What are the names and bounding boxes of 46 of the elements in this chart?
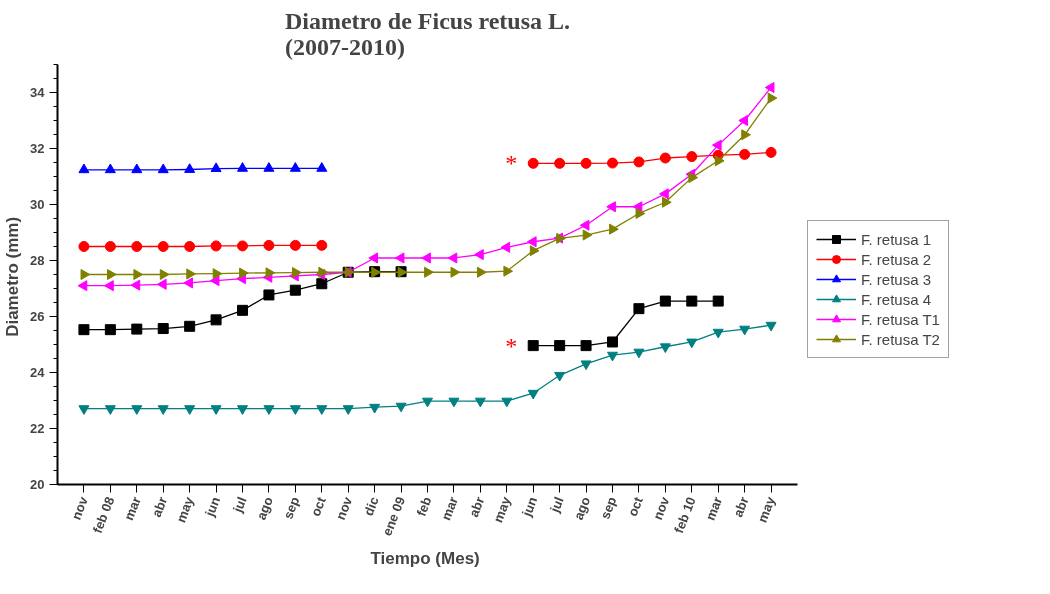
y-tick-label: 26 [30,309,45,324]
x-tick-label: abr [466,494,488,520]
x-tick-label: jul [229,494,250,516]
x-tick-label: mar [438,494,461,523]
y-tick-label: 28 [30,253,45,268]
legend-label: F. retusa T2 [861,329,940,349]
x-tick-label: dic [360,494,382,518]
x-tick-label: nov [68,494,92,522]
y-tick-label: 20 [30,477,45,492]
y-tick-label: 32 [30,141,45,156]
x-tick-label: oct [307,494,330,519]
x-tick-label: sep [280,494,303,522]
x-tick-label: mar [702,494,726,523]
x-tick-label: ago [570,494,594,522]
x-tick-label: ene 09 [379,494,409,538]
legend-label: F. retusa 3 [861,269,932,289]
x-tick-label: nov [649,494,673,522]
legend-label: F. retusa 1 [861,229,932,249]
x-tick-label: feb [413,494,435,519]
x-tick-label: jul [546,494,567,516]
x-tick-label: feb 10 [671,494,699,536]
x-tick-label: may [173,494,197,525]
annotation: * [505,150,518,177]
x-tick-label: feb 08 [89,494,118,536]
chart-title: Diametro de Ficus retusa L. (2007-2010) [284,7,571,60]
y-tick-label: 22 [30,421,45,436]
annotation: * [505,332,518,359]
y-axis-title: Diametro (mm) [3,216,23,337]
x-tick-label: jun [518,494,541,520]
y-tick-label: 24 [30,365,46,380]
y-tick-label: 34 [30,85,46,100]
x-axis-title: Tiempo (Mes) [370,548,480,568]
x-tick-label: may [490,494,515,525]
x-tick-label: abr [730,494,752,520]
y-tick-label: 30 [30,197,45,212]
legend-label: F. retusa 4 [861,289,932,309]
x-tick-label: sep [597,494,620,522]
x-tick-label: nov [332,494,356,522]
x-tick-label: abr [148,494,171,520]
x-tick-label: mar [121,494,144,523]
x-tick-label: oct [624,494,647,519]
legend-label: F. retusa 2 [861,249,932,269]
x-tick-label: jun [201,494,224,520]
legend-label: F. retusa T1 [861,309,940,329]
x-tick-label: may [754,494,779,525]
x-tick-label: ago [253,494,276,522]
